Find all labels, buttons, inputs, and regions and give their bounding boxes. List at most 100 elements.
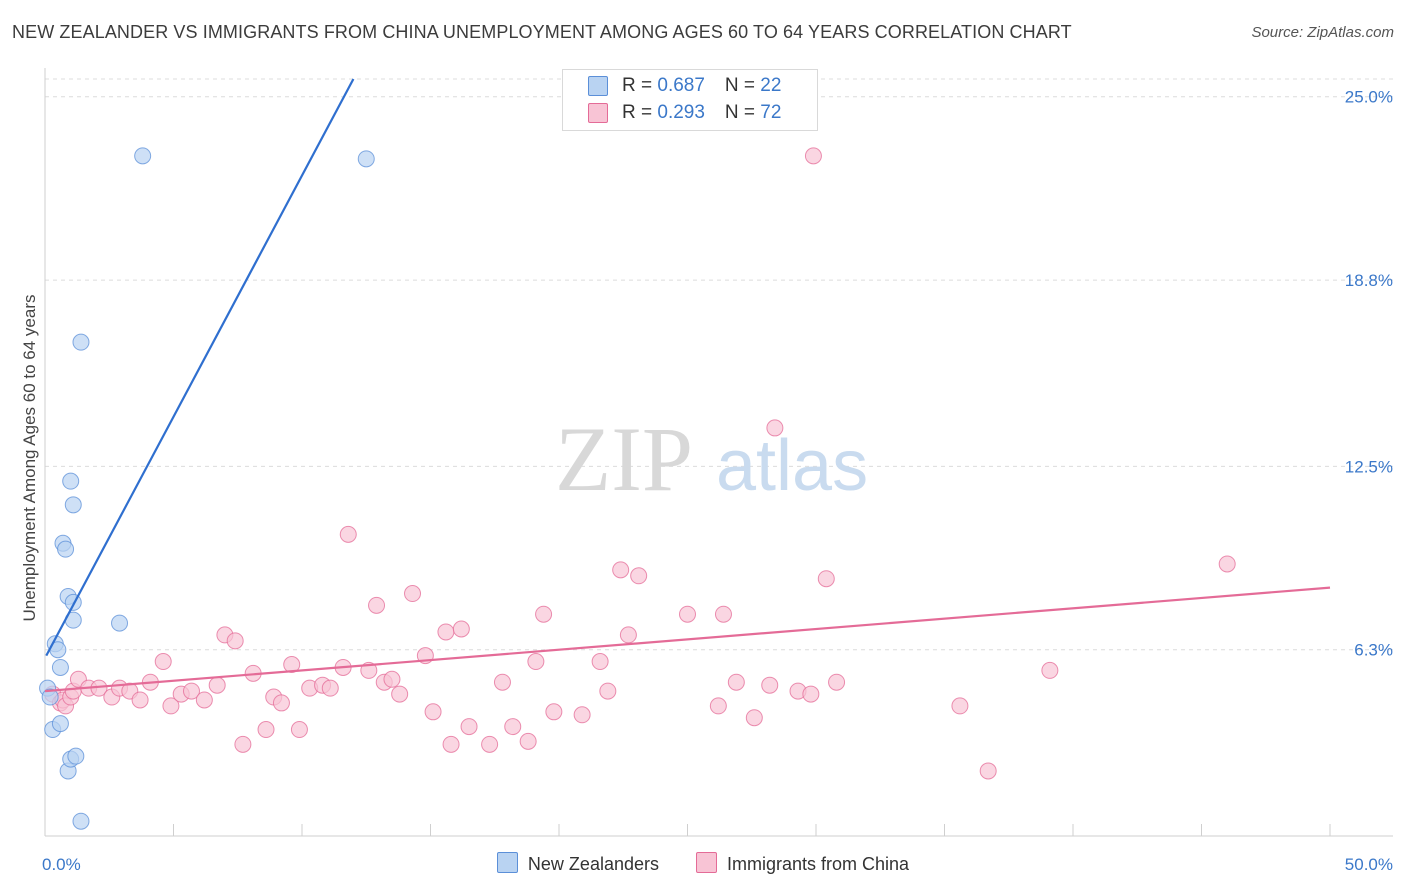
n-label: N = (724, 75, 761, 96)
point-immigrants-china (727, 673, 745, 691)
legend-row-new-zealanders: R = 0.687 N = 22 (588, 74, 781, 98)
n-value: 72 (760, 102, 782, 123)
point-new-zealanders (111, 614, 129, 632)
trend-line-new-zealanders (45, 78, 355, 657)
legend-label: Immigrants from China (727, 854, 910, 874)
point-immigrants-china (612, 561, 630, 579)
point-immigrants-china (573, 706, 591, 724)
point-immigrants-china (391, 685, 409, 703)
point-immigrants-china (182, 682, 200, 700)
legend-item-new-zealanders: New Zealanders (496, 852, 659, 875)
point-immigrants-china (437, 623, 455, 641)
point-new-zealanders (62, 472, 80, 490)
y-tick-label: 12.5% (1345, 457, 1393, 476)
legend-swatch-blue (496, 852, 518, 873)
point-immigrants-china (208, 676, 226, 694)
axes (44, 68, 1393, 837)
point-immigrants-china (1218, 555, 1236, 573)
point-immigrants-china (761, 676, 779, 694)
legend-row-immigrants-china: R = 0.293 N = 72 (588, 101, 781, 125)
point-immigrants-china (802, 685, 820, 703)
point-immigrants-china (804, 147, 822, 165)
point-immigrants-china (979, 762, 997, 780)
point-immigrants-china (383, 670, 401, 688)
point-new-zealanders (41, 688, 59, 706)
legend-swatch-blue (588, 75, 608, 96)
data-points (39, 147, 1236, 830)
point-immigrants-china (272, 694, 290, 712)
point-new-zealanders (51, 715, 69, 733)
correlation-legend: R = 0.687 N = 22 R = 0.293 N = 72 (562, 69, 818, 131)
point-immigrants-china (234, 735, 252, 753)
point-new-zealanders (64, 496, 82, 514)
point-immigrants-china (535, 605, 553, 623)
y-tick-label: 25.0% (1345, 88, 1393, 107)
point-immigrants-china (460, 718, 478, 736)
y-axis-label: Unemployment Among Ages 60 to 64 years (20, 294, 39, 622)
series-legend: New Zealanders Immigrants from China (0, 852, 1406, 875)
y-tick-label: 6.3% (1354, 641, 1393, 660)
point-immigrants-china (745, 709, 763, 727)
x-tick-label-min: 0.0% (42, 855, 81, 874)
point-new-zealanders (51, 658, 69, 676)
grid-lines (45, 78, 1393, 651)
point-immigrants-china (766, 419, 784, 437)
point-immigrants-china (504, 718, 522, 736)
y-tick-label: 18.8% (1345, 271, 1393, 290)
r-value: 0.687 (657, 75, 705, 96)
point-immigrants-china (709, 697, 727, 715)
point-immigrants-china (290, 721, 308, 739)
point-immigrants-china (630, 567, 648, 585)
legend-swatch-pink (696, 852, 717, 873)
point-immigrants-china (226, 632, 244, 650)
point-new-zealanders (134, 147, 152, 165)
watermark-zip: ZIP (555, 408, 693, 510)
point-immigrants-china (339, 525, 357, 543)
point-immigrants-china (481, 735, 499, 753)
point-immigrants-china (257, 721, 275, 739)
point-immigrants-china (599, 682, 617, 700)
point-immigrants-china (442, 735, 460, 753)
r-value: 0.293 (657, 102, 705, 123)
point-immigrants-china (828, 673, 846, 691)
n-value: 22 (760, 75, 782, 96)
trend-lines (44, 78, 1331, 693)
point-immigrants-china (545, 703, 563, 721)
watermark-atlas: atlas (716, 426, 868, 506)
legend-label: New Zealanders (527, 854, 659, 874)
point-immigrants-china (527, 653, 545, 671)
point-immigrants-china (452, 620, 470, 638)
point-immigrants-china (714, 605, 732, 623)
trend-line-immigrants-china (44, 586, 1331, 693)
point-immigrants-china (368, 596, 386, 614)
point-immigrants-china (195, 691, 213, 709)
point-new-zealanders (357, 150, 375, 168)
point-new-zealanders (72, 333, 90, 351)
legend-swatch-pink (588, 102, 608, 123)
legend-item-immigrants-china: Immigrants from China (696, 852, 909, 875)
chart-title: NEW ZEALANDER VS IMMIGRANTS FROM CHINA U… (12, 22, 1072, 42)
point-immigrants-china (679, 605, 696, 623)
x-tick-label-max: 50.0% (1345, 855, 1393, 874)
point-immigrants-china (1041, 661, 1059, 679)
point-immigrants-china (283, 655, 301, 673)
point-immigrants-china (131, 691, 149, 709)
point-new-zealanders (72, 812, 90, 830)
tick-labels: 6.3% 12.5% 18.8% 25.0% 0.0% 50.0% (42, 88, 1393, 874)
point-new-zealanders (57, 540, 75, 558)
point-new-zealanders (64, 593, 82, 611)
r-label: R = (622, 102, 658, 123)
point-immigrants-china (162, 697, 180, 715)
point-immigrants-china (951, 697, 969, 715)
point-immigrants-china (424, 703, 442, 721)
point-new-zealanders (67, 747, 85, 765)
r-label: R = (622, 75, 658, 96)
point-immigrants-china (154, 653, 172, 671)
n-label: N = (724, 102, 761, 123)
point-immigrants-china (493, 673, 511, 691)
point-immigrants-china (591, 653, 609, 671)
point-immigrants-china (817, 570, 835, 588)
source-label: Source: ZipAtlas.com (1251, 24, 1394, 41)
point-immigrants-china (519, 732, 537, 750)
